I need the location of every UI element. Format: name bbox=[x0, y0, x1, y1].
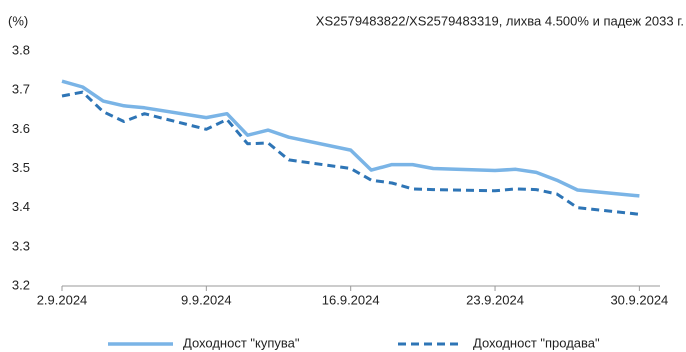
y-tick-label: 3.7 bbox=[12, 82, 30, 97]
chart-title: XS2579483822/XS2579483319, лихва 4.500% … bbox=[316, 13, 684, 28]
x-tick-label: 23.9.2024 bbox=[466, 292, 524, 307]
y-tick-label: 3.3 bbox=[12, 238, 30, 253]
y-axis-label: (%) bbox=[8, 13, 28, 28]
x-tick-label: 16.9.2024 bbox=[322, 292, 380, 307]
y-tick-label: 3.8 bbox=[12, 42, 30, 57]
legend-label: Доходност "купува" bbox=[183, 335, 300, 350]
series-line bbox=[61, 79, 640, 198]
series-line bbox=[61, 90, 640, 216]
y-tick-label: 3.6 bbox=[12, 121, 30, 136]
x-tick-label: 2.9.2024 bbox=[37, 292, 88, 307]
y-tick-label: 3.5 bbox=[12, 160, 30, 175]
legend-label: Доходност "продава" bbox=[473, 335, 600, 350]
x-tick-label: 9.9.2024 bbox=[181, 292, 232, 307]
y-tick-label: 3.2 bbox=[12, 277, 30, 292]
y-tick-label: 3.4 bbox=[12, 199, 30, 214]
x-tick-label: 30.9.2024 bbox=[610, 292, 668, 307]
